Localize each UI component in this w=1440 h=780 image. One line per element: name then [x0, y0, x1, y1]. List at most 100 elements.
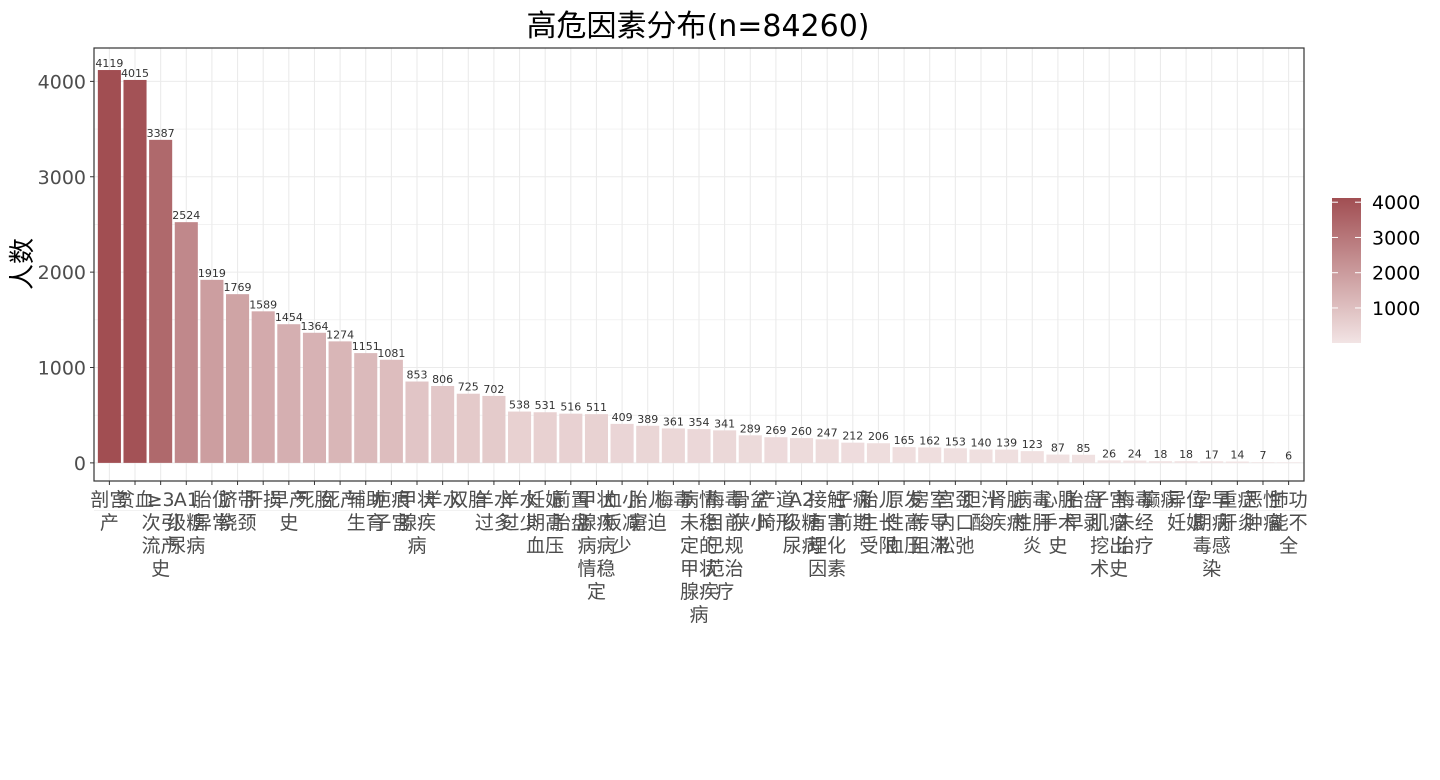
data-label: 361: [663, 415, 684, 428]
bar: [456, 393, 480, 463]
bar: [995, 449, 1019, 463]
data-label: 531: [535, 399, 556, 412]
bar: [738, 435, 762, 463]
bar: [251, 311, 275, 463]
x-tick-label: 双胎: [449, 489, 487, 511]
data-label: 1364: [300, 320, 328, 333]
data-label: 354: [689, 416, 710, 429]
data-label: 87: [1051, 442, 1065, 455]
bar: [1046, 454, 1070, 463]
bar: [174, 222, 198, 463]
y-tick-label: 1000: [38, 358, 86, 380]
data-label: 140: [970, 437, 991, 450]
x-tick-label: 妊娠期高血压: [526, 489, 564, 557]
bar: [790, 438, 814, 463]
x-tick-label: 甲状腺疾病病情稳定: [577, 489, 615, 603]
x-tick-label: 房室传导阻滞: [911, 489, 949, 557]
data-label: 2524: [172, 209, 200, 222]
data-label: 1454: [275, 311, 303, 324]
y-tick-label: 4000: [38, 71, 86, 93]
x-tick-label: 肝损: [244, 489, 282, 511]
bar: [354, 353, 378, 463]
data-label: 538: [509, 399, 530, 412]
x-tick-label: 心脏手术史: [1039, 489, 1077, 557]
bar: [508, 411, 532, 463]
x-tick-label: 恶性肿瘤: [1244, 489, 1282, 534]
x-tick-label: 肺功能不全: [1270, 489, 1308, 557]
bar: [841, 442, 865, 463]
x-tick-label: 子痫前期: [834, 489, 872, 534]
bar: [405, 381, 429, 463]
x-tick-label: 梅毒未经治疗: [1116, 489, 1154, 557]
bar: [1148, 461, 1172, 463]
data-label: 806: [432, 373, 453, 386]
bar: [1123, 460, 1147, 463]
x-tick-label: 贫血: [116, 489, 154, 511]
x-tick-label: 癫痫: [1141, 489, 1179, 511]
bar: [610, 423, 634, 463]
data-label: 269: [765, 424, 786, 437]
bar: [1277, 462, 1301, 463]
data-label: 17: [1205, 448, 1219, 461]
data-label: 1589: [249, 298, 277, 311]
bar: [764, 437, 788, 463]
x-tick-label: 宫颈内口松弛: [936, 489, 974, 557]
data-label: 1769: [224, 281, 252, 294]
bar: [123, 79, 147, 463]
data-label: 162: [919, 434, 940, 447]
data-label: 511: [586, 401, 607, 414]
y-axis-label: 人数: [8, 238, 38, 290]
x-tick-label: 异位妊娠: [1167, 489, 1205, 534]
bar: [533, 412, 557, 463]
x-tick-label: 孕早期病毒感染: [1193, 489, 1231, 580]
data-label: 206: [868, 430, 889, 443]
bar: [943, 448, 967, 463]
data-label: 702: [483, 383, 504, 396]
data-label: 14: [1230, 449, 1244, 462]
x-tick-label: 接触有害理化因素: [808, 489, 846, 580]
data-label: 1919: [198, 267, 226, 280]
data-label: 212: [842, 430, 863, 443]
data-label: 1274: [326, 328, 354, 341]
bar: [815, 439, 839, 463]
x-tick-label: 产道畸形: [757, 489, 795, 534]
color-legend: 1000 2000 3000 4000: [1332, 192, 1420, 343]
bar: [1071, 454, 1096, 463]
data-label: 24: [1128, 448, 1142, 461]
data-label: 4015: [121, 67, 149, 80]
data-label: 7: [1259, 449, 1266, 462]
x-tick-label: 原发性高血压: [885, 489, 923, 557]
panel-border: [93, 47, 1305, 482]
bar: [200, 279, 224, 463]
data-label: 260: [791, 425, 812, 438]
x-tick-label: 病情未稳定的甲状腺疾病: [680, 489, 718, 626]
data-label: 4119: [95, 57, 123, 70]
bars: [97, 70, 1301, 463]
bar: [892, 447, 916, 463]
bar: [226, 294, 250, 463]
data-label: 516: [560, 401, 581, 414]
x-tick-label: 子宫肌瘤挖出术史: [1090, 489, 1128, 580]
x-tick-label: 甲状腺疾病: [398, 489, 436, 557]
data-label: 389: [637, 413, 658, 426]
x-tick-label: 早产史: [270, 489, 308, 534]
bar: [661, 428, 685, 463]
x-tick-label: 胆汁酸: [962, 489, 1000, 534]
bar: [379, 359, 403, 463]
x-tick-label: 胎儿窘迫: [629, 489, 667, 534]
x-tick-label: 羊水过多: [475, 489, 513, 534]
x-tick-label: 胎儿生长受限: [859, 489, 897, 557]
x-tick-label: 梅毒: [654, 489, 692, 511]
y-tick-label: 0: [74, 453, 86, 475]
x-tick-label: 羊水过少: [501, 489, 539, 534]
legend-tick-label: 3000: [1372, 227, 1420, 249]
bar: [277, 324, 301, 463]
x-tick-label: 死产: [321, 489, 359, 511]
data-label: 3387: [147, 127, 175, 140]
data-label: 153: [945, 435, 966, 448]
bar: [713, 430, 737, 463]
x-tick-label: 梅毒目前已规范治疗: [706, 489, 744, 603]
bar: [584, 414, 608, 463]
data-label: 139: [996, 437, 1017, 450]
